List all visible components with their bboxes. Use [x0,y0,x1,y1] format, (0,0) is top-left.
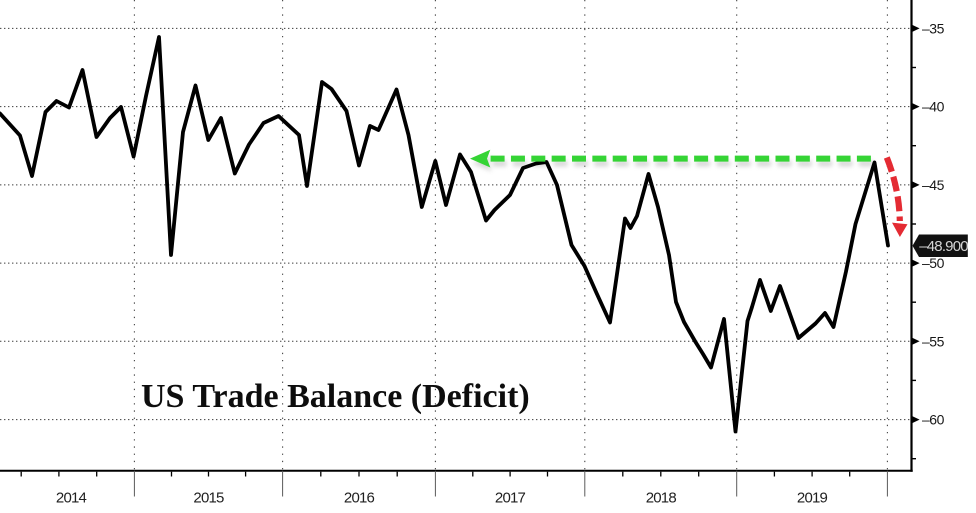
svg-text:US Trade Balance (Deficit): US Trade Balance (Deficit) [141,378,530,415]
svg-text:–50: –50 [922,255,945,271]
svg-text:2018: 2018 [646,490,677,507]
svg-text:2017: 2017 [495,490,526,507]
svg-text:–45: –45 [922,177,945,193]
svg-text:–40: –40 [922,99,945,115]
svg-text:2016: 2016 [344,490,375,507]
svg-text:2014: 2014 [56,490,87,507]
svg-text:–60: –60 [922,412,945,428]
svg-text:2019: 2019 [797,490,828,507]
svg-text:–55: –55 [922,333,945,349]
svg-text:–35: –35 [922,21,945,37]
svg-text:–48.900: –48.900 [919,238,968,255]
svg-text:2015: 2015 [193,490,224,507]
